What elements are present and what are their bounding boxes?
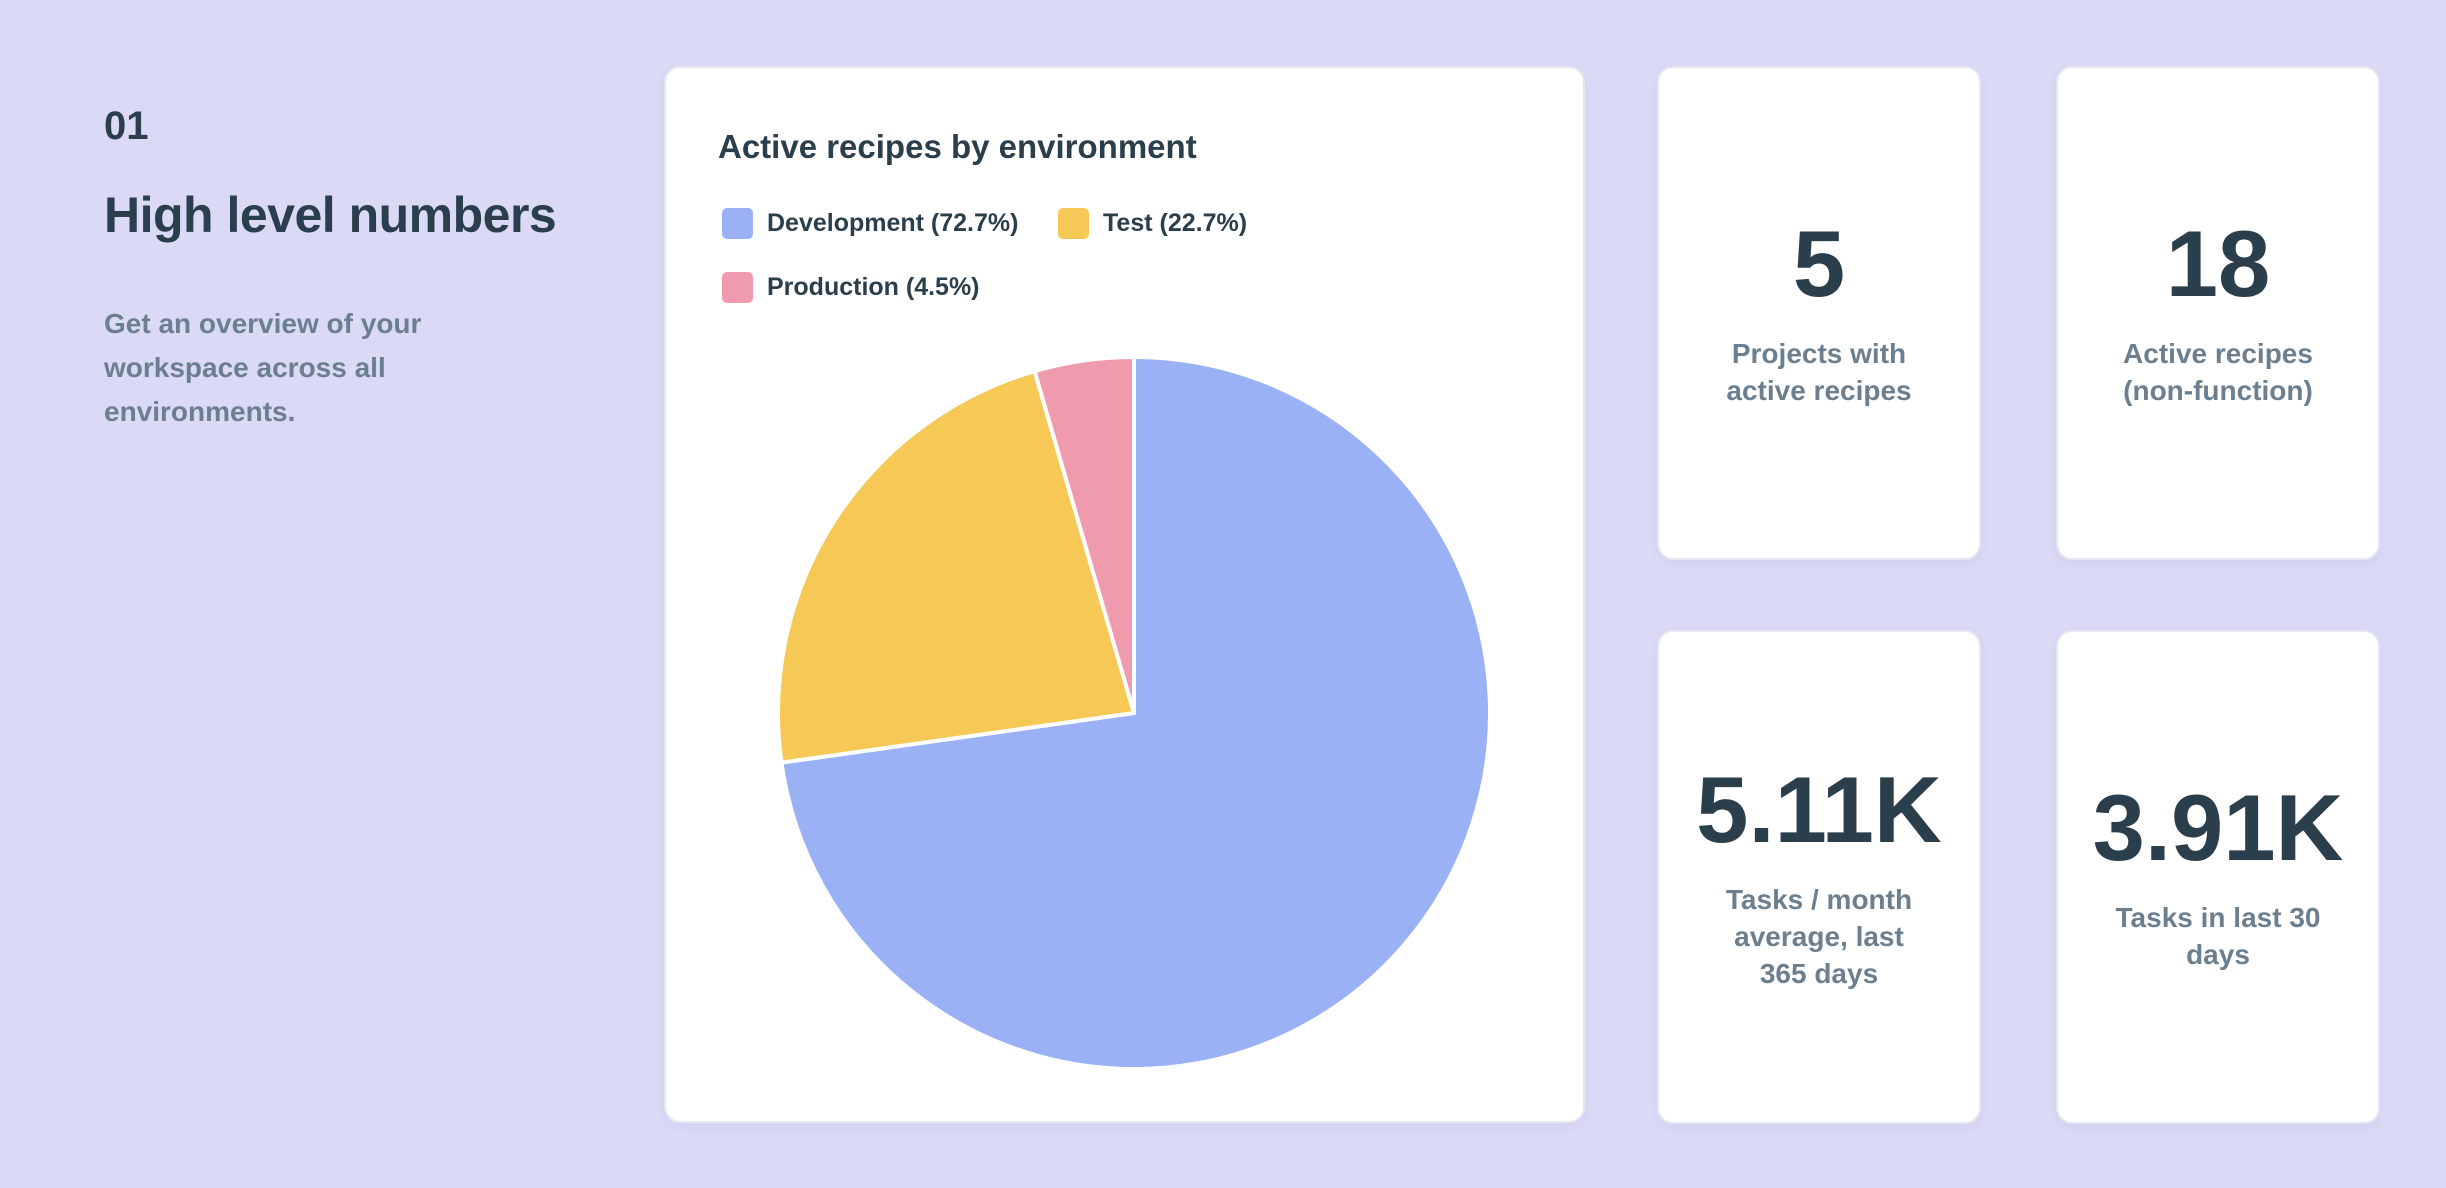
stat-label: Tasks / month average, last 365 days bbox=[1725, 883, 1913, 989]
legend-swatch-test bbox=[1058, 208, 1089, 239]
pie-chart bbox=[776, 355, 1492, 1071]
legend-item-production[interactable]: Production (4.5%) bbox=[722, 272, 980, 303]
pie-slice-production[interactable] bbox=[1032, 355, 1136, 715]
stat-card-active-recipes: 18 Active recipes (non-function) bbox=[2056, 66, 2380, 560]
legend-swatch-production bbox=[722, 272, 753, 303]
stat-card-projects: 5 Projects with active recipes bbox=[1657, 66, 1981, 560]
legend-swatch-development bbox=[722, 208, 753, 239]
chart-card: Active recipes by environment Developmen… bbox=[664, 66, 1585, 1123]
stat-label: Tasks in last 30 days bbox=[2115, 902, 2321, 970]
legend-label: Test (22.7%) bbox=[1103, 209, 1248, 237]
stat-card-tasks-30-days: 3.91K Tasks in last 30 days bbox=[2056, 630, 2380, 1124]
legend-item-development[interactable]: Development (72.7%) bbox=[722, 208, 1018, 239]
stat-card-tasks-month-avg: 5.11K Tasks / month average, last 365 da… bbox=[1657, 630, 1981, 1124]
chart-title: Active recipes by environment bbox=[718, 128, 1197, 165]
stat-label: Active recipes (non-function) bbox=[2123, 338, 2313, 406]
legend-label: Production (4.5%) bbox=[767, 273, 980, 301]
legend-label: Development (72.7%) bbox=[767, 209, 1019, 237]
section-number: 01 bbox=[104, 104, 149, 148]
stat-value: 5.11K bbox=[1696, 756, 1942, 862]
section-title: High level numbers bbox=[104, 187, 557, 243]
stat-value: 18 bbox=[2165, 211, 2271, 316]
stat-label: Projects with active recipes bbox=[1726, 338, 1912, 406]
pie-slice-test[interactable] bbox=[776, 369, 1136, 765]
stat-value: 5 bbox=[1792, 211, 1846, 316]
section-description: Get an overview of your workspace across… bbox=[104, 308, 422, 427]
stat-value: 3.91K bbox=[2092, 775, 2344, 880]
legend-item-test[interactable]: Test (22.7%) bbox=[1058, 208, 1247, 239]
